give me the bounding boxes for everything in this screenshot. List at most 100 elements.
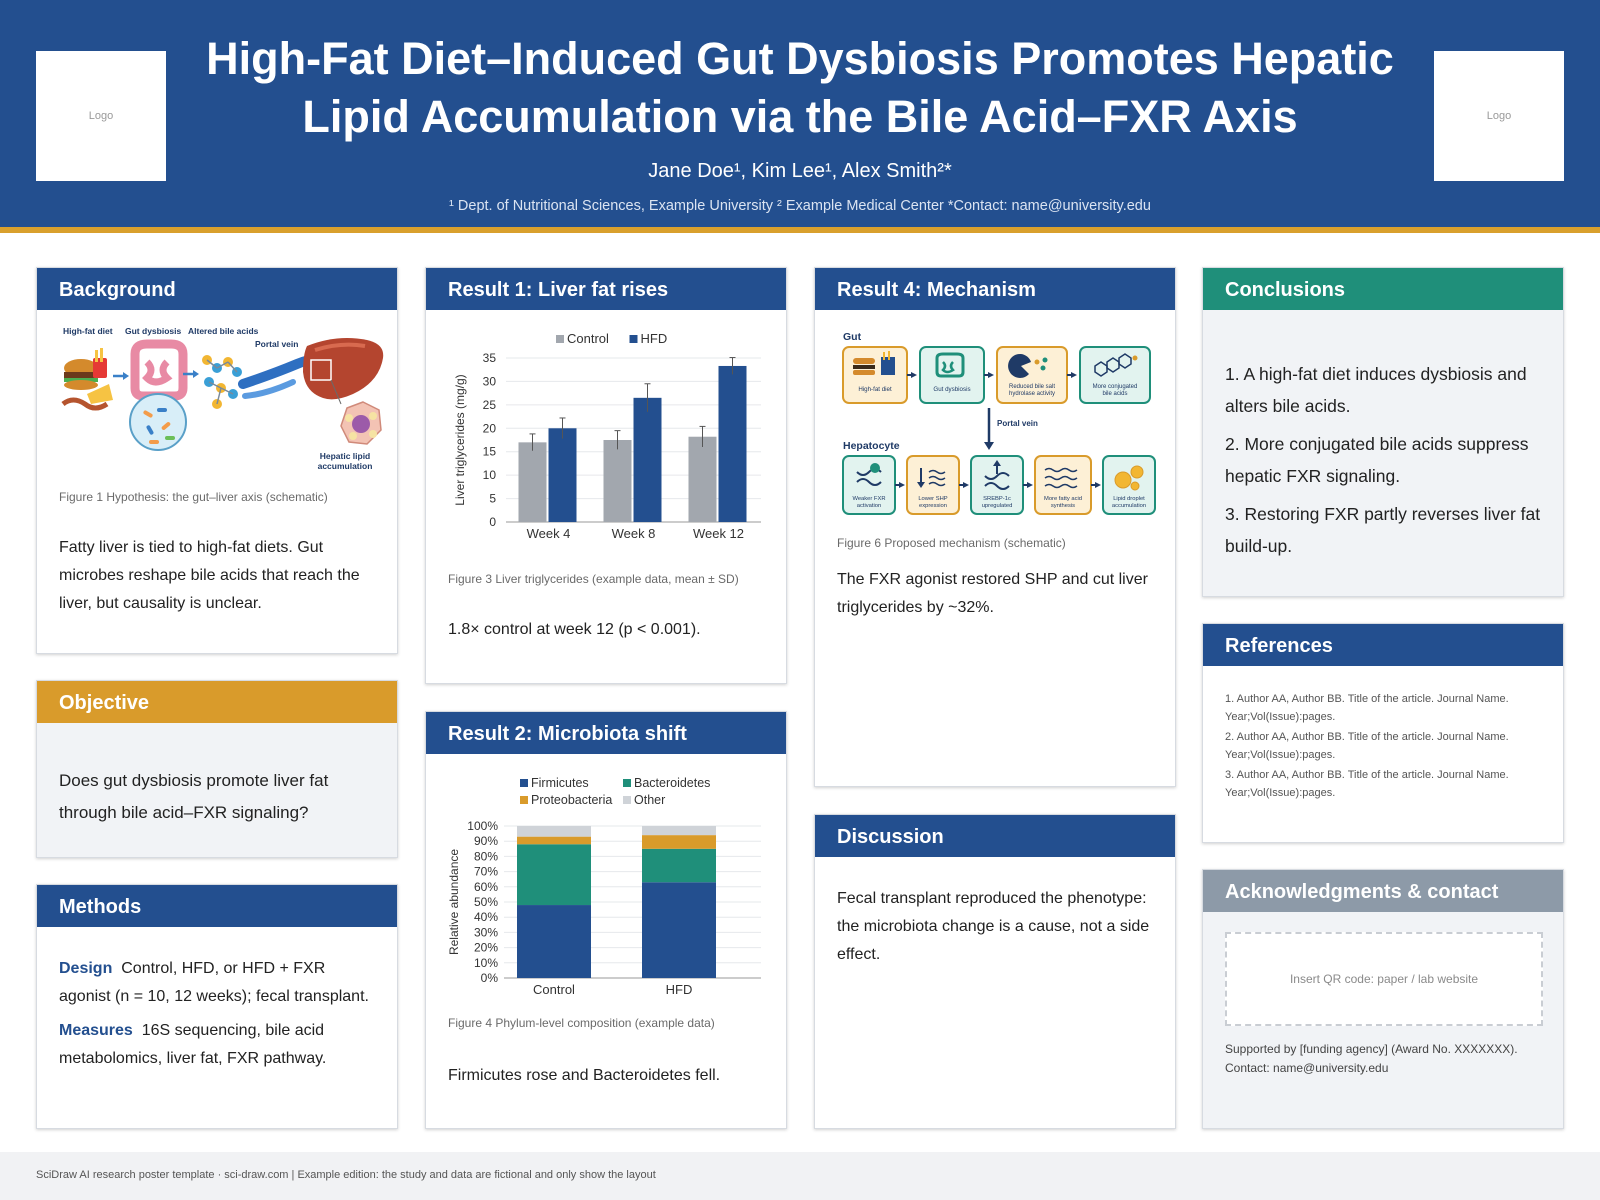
y-tick-label: 90% xyxy=(474,834,498,848)
measures-label: Measures xyxy=(59,1022,133,1039)
legend-swatch-hfd xyxy=(629,335,638,343)
background-heading: Background xyxy=(37,268,397,310)
y-axis-label: Liver triglycerides (mg/g) xyxy=(453,374,467,505)
bar-hfd-1 xyxy=(633,397,662,522)
result4-heading: Result 4: Mechanism xyxy=(815,268,1175,310)
result4-panel: Result 4: Mechanism Gut High-fat diet Gu… xyxy=(814,267,1176,787)
y-tick-label: 15 xyxy=(483,445,497,459)
methods-design: Design Control, HFD, or HFD + FXR agonis… xyxy=(59,955,379,1011)
mechanism-diagram: Gut High-fat diet Gut dysbiosis Reduced … xyxy=(842,331,1156,515)
legend-label-bacteroidetes: Bacteroidetes xyxy=(634,776,710,790)
microbiota-chart: Firmicutes Bacteroidetes Proteobacteria Oth… xyxy=(447,776,761,997)
gut-step-bsh: Reduced bile salt hydrolase activity xyxy=(996,346,1068,404)
y-tick-label: 30 xyxy=(483,374,497,388)
qr-placeholder: Insert QR code: paper / lab website xyxy=(1225,932,1543,1026)
result1-heading: Result 1: Liver fat rises xyxy=(426,268,786,310)
bar-segment-proteobacteria-hfd xyxy=(642,835,716,849)
qr-placeholder-text: Insert QR code: paper / lab website xyxy=(1289,972,1479,986)
objective-text: Does gut dysbiosis promote liver fat thr… xyxy=(59,771,329,822)
acknowledgments-panel: Acknowledgments & contact Insert QR code… xyxy=(1202,869,1564,1129)
legend-label-firmicutes: Firmicutes xyxy=(531,776,589,790)
conclusions-panel: Conclusions 1. A high-fat diet induces d… xyxy=(1202,267,1564,597)
methods-measures: Measures 16S sequencing, bile acid metab… xyxy=(59,1017,379,1073)
measures-text: 16S sequencing, bile acid metabolomics, … xyxy=(59,1022,327,1067)
objective-heading: Objective xyxy=(37,681,397,723)
dl-altered-bile-acids: Altered bile acids xyxy=(188,326,259,336)
poster-footer: SciDraw AI research poster template · sc… xyxy=(0,1152,1600,1200)
poster-header: Logo High-Fat Diet–Induced Gut Dysbiosis… xyxy=(0,0,1600,233)
hep-step-1-l2: activation xyxy=(857,503,882,509)
mech-gut-label: Gut xyxy=(843,331,862,343)
x-tick-label: Week 12 xyxy=(693,526,744,541)
background-panel: Background High-fat diet Gut dysbiosis A… xyxy=(36,267,398,654)
reference-1: 1. Author AA, Author BB. Title of the ar… xyxy=(1225,693,1509,723)
discussion-panel: Discussion Fecal transplant reproduced t… xyxy=(814,814,1176,1129)
references-panel: References 1. Author AA, Author BB. Titl… xyxy=(1202,623,1564,843)
legend-label-proteobacteria: Proteobacteria xyxy=(531,793,612,807)
dl-portal-vein: Portal vein xyxy=(255,339,298,349)
result2-heading: Result 2: Microbiota shift xyxy=(426,712,786,754)
objective-panel: Objective Does gut dysbiosis promote liv… xyxy=(36,680,398,858)
gut-step-4-l2: bile acids xyxy=(1102,391,1127,397)
gut-step-2-l1: Gut dysbiosis xyxy=(933,386,970,393)
intestine-icon xyxy=(129,339,188,451)
dl-accumulation: accumulation xyxy=(318,461,373,471)
acknowledgments-heading: Acknowledgments & contact xyxy=(1203,870,1563,912)
x-tick-label: Week 8 xyxy=(612,526,656,541)
bile-acid-molecules-icon xyxy=(202,355,242,409)
result1-panel: Result 1: Liver fat rises Control HFD 0 5 10… xyxy=(425,267,787,684)
hep-step-fatty-acid: More fatty acid synthesis xyxy=(1034,455,1092,515)
legend-swatch-bacteroidetes xyxy=(623,779,631,787)
mech-portal-vein: Portal vein xyxy=(997,419,1038,428)
hep-step-3-l1: SREBP-1c xyxy=(983,496,1011,502)
methods-heading: Methods xyxy=(37,885,397,927)
gut-step-3-l2: hydrolase activity xyxy=(1009,391,1055,397)
hep-step-3-l2: upregulated xyxy=(982,503,1013,509)
x-tick-label: Week 4 xyxy=(527,526,571,541)
y-tick-label: 0 xyxy=(489,515,496,529)
gut-liver-axis-diagram: High-fat diet Gut dysbiosis Altered bile… xyxy=(61,326,384,471)
logo-right: Logo xyxy=(1434,51,1564,181)
dl-gut-dysbiosis: Gut dysbiosis xyxy=(125,326,181,336)
result2-panel: Result 2: Microbiota shift Firmicutes Bac… xyxy=(425,711,787,1129)
y-tick-label: 100% xyxy=(467,819,498,833)
bar-hfd-2 xyxy=(718,365,747,522)
y-tick-label: 25 xyxy=(483,398,497,412)
liver-icon xyxy=(303,338,384,445)
footer-text: SciDraw AI research poster template · sc… xyxy=(36,1169,656,1181)
bar-segment-other-control xyxy=(517,826,591,837)
legend-swatch-firmicutes xyxy=(520,779,528,787)
hep-step-srebp: SREBP-1c upregulated xyxy=(970,455,1024,515)
figure4-caption: Figure 4 Phylum-level composition (examp… xyxy=(448,1016,715,1030)
conclusion-item-2: 2. More conjugated bile acids suppress h… xyxy=(1225,434,1529,486)
bar-segment-firmicutes-control xyxy=(517,905,591,978)
bar-control-2 xyxy=(688,436,717,522)
figure1-caption: Figure 1 Hypothesis: the gut–liver axis … xyxy=(59,490,328,504)
bar-segment-firmicutes-hfd xyxy=(642,882,716,978)
gut-step-3-l1: Reduced bile salt xyxy=(1009,384,1055,390)
bar-control-1 xyxy=(603,440,632,522)
gut-step-gut-dysbiosis: Gut dysbiosis xyxy=(919,346,985,404)
gut-step-conjugated: More conjugated bile acids xyxy=(1079,346,1151,404)
affiliations: ¹ Dept. of Nutritional Sciences, Example… xyxy=(449,198,1151,214)
legend-swatch-other xyxy=(623,796,631,804)
background-text: Fatty liver is tied to high-fat diets. G… xyxy=(59,539,360,612)
design-label: Design xyxy=(59,960,113,977)
hep-step-5-l2: accumulation xyxy=(1112,503,1146,509)
reference-2: 2. Author AA, Author BB. Title of the ar… xyxy=(1225,731,1509,761)
result1-text: 1.8× control at week 12 (p < 0.001). xyxy=(448,621,701,638)
y-tick-label: 40% xyxy=(474,910,498,924)
conclusion-item-3: 3. Restoring FXR partly reverses liver f… xyxy=(1225,504,1541,556)
y-tick-label: 20% xyxy=(474,941,498,955)
hep-step-fxr: Weaker FXR activation xyxy=(842,455,896,515)
bar-control-0 xyxy=(518,442,547,522)
y-tick-label: 10 xyxy=(483,468,497,482)
y-tick-label: 35 xyxy=(483,351,497,365)
design-text: Control, HFD, or HFD + FXR agonist (n = … xyxy=(59,960,369,1005)
hep-step-lipid-droplet: Lipid droplet accumulation xyxy=(1102,455,1156,515)
y-tick-label: 60% xyxy=(474,880,498,894)
dl-hepatic-lipid: Hepatic lipid xyxy=(320,451,371,461)
authors: Jane Doe¹, Kim Lee¹, Alex Smith²* xyxy=(648,160,952,182)
food-icon xyxy=(61,348,113,411)
hep-step-5-l1: Lipid droplet xyxy=(1113,496,1145,502)
